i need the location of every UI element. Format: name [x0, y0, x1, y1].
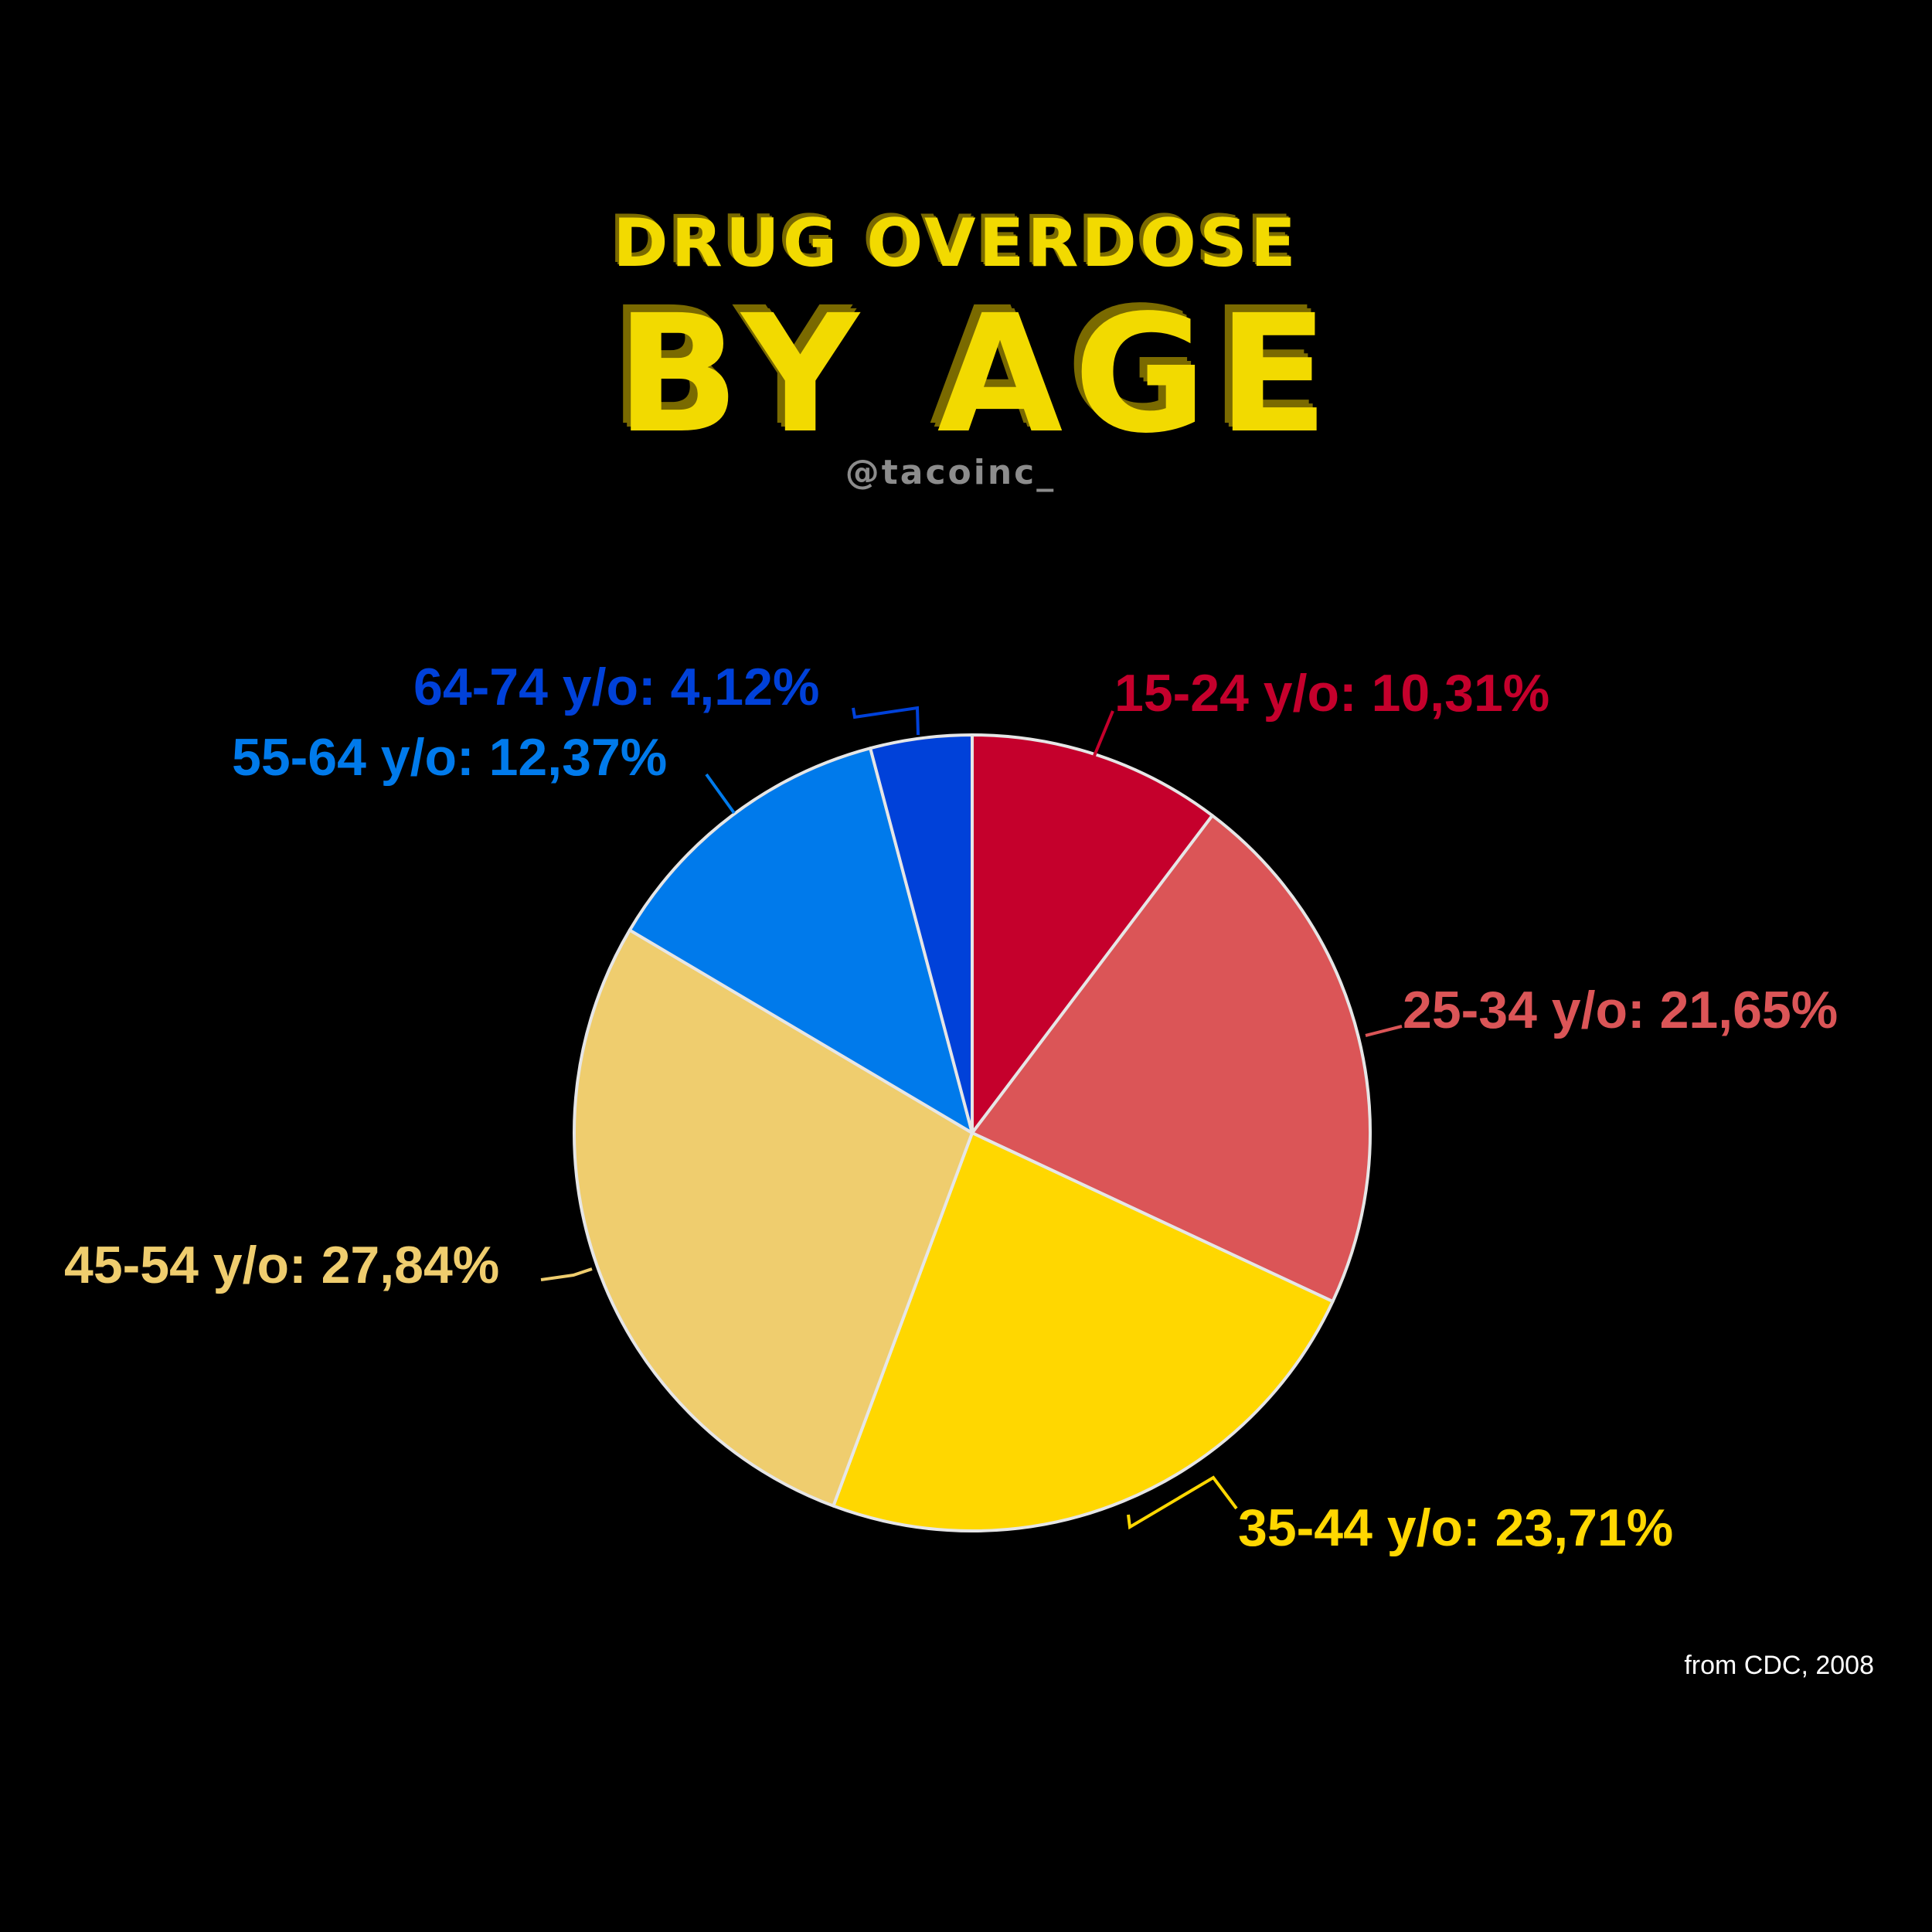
leader-line-2	[1365, 1025, 1403, 1037]
leader-line-6	[852, 706, 920, 736]
pie-slice-5	[628, 747, 974, 1134]
leader-line-4	[540, 1267, 593, 1281]
leader-line-3	[1127, 1475, 1238, 1530]
pie-labels: 15-24 y/o: 10,31% 25-34 y/o: 21,65% 35-44 …	[64, 658, 1838, 1557]
slice-label-5: 55-64 y/o: 12,37%	[232, 728, 667, 787]
slice-label-4: 45-54 y/o: 27,84%	[64, 1236, 499, 1294]
pie-slice-6	[869, 733, 974, 1134]
chart-title-line-1: DRUG OVERDOSE	[613, 205, 1299, 282]
slice-label-3: 35-44 y/o: 23,71%	[1238, 1498, 1673, 1557]
slice-label-1: 15-24 y/o: 10,31%	[1114, 664, 1549, 723]
pie-slice-2	[971, 814, 1372, 1304]
pie-leader-lines	[540, 706, 1403, 1530]
pie-slice-3	[832, 1131, 1335, 1532]
slice-label-6: 64-74 y/o: 4,12%	[413, 658, 819, 716]
leader-line-1	[1093, 710, 1114, 757]
pie-slice-1	[971, 733, 1214, 1134]
chart-title-line-2: BY AGE	[615, 280, 1340, 469]
source-note: from CDC, 2008	[1684, 1651, 1874, 1680]
slice-label-2: 25-34 y/o: 21,65%	[1403, 981, 1838, 1039]
leader-line-5	[705, 773, 736, 815]
author-handle: @tacoinc_	[845, 453, 1056, 492]
pie-slices	[573, 733, 1372, 1532]
